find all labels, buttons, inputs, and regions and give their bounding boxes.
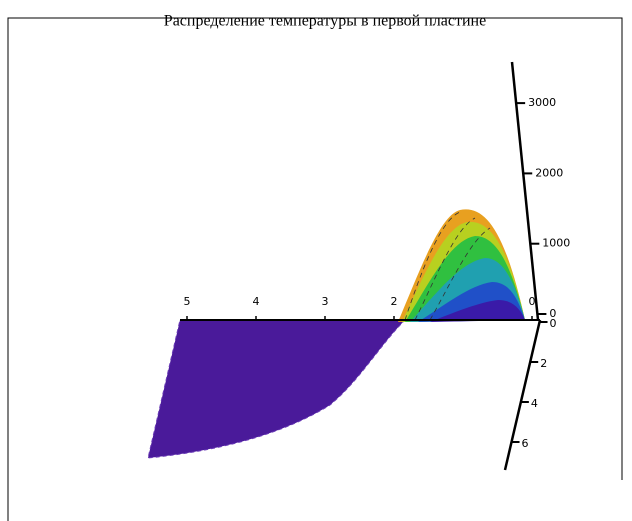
y-axis xyxy=(503,319,542,471)
x-tick-label: 3 xyxy=(322,295,329,308)
surface-flat xyxy=(147,319,407,459)
surface-band xyxy=(430,300,525,322)
z-axis xyxy=(510,61,540,321)
surface xyxy=(147,209,525,459)
x-tick-label: 2 xyxy=(391,295,398,308)
y-tick-label: 6 xyxy=(522,437,529,450)
y-tick-label: 0 xyxy=(550,317,557,330)
x-tick-label: 4 xyxy=(253,295,260,308)
frame xyxy=(7,17,623,521)
y-tick-label: 4 xyxy=(531,397,538,410)
y-tick-label: 2 xyxy=(540,357,547,370)
x-tick-label: 0 xyxy=(529,295,536,308)
z-tick-label: 3000 xyxy=(528,96,556,109)
z-tick-label: 1000 xyxy=(542,237,570,250)
z-tick-label: 2000 xyxy=(535,166,563,179)
surface-mesh xyxy=(404,211,491,321)
chart-title: Распределение температуры в первой пласт… xyxy=(164,13,486,30)
x-tick-label: 5 xyxy=(184,295,191,308)
z-tick-label: 0 xyxy=(549,307,556,320)
